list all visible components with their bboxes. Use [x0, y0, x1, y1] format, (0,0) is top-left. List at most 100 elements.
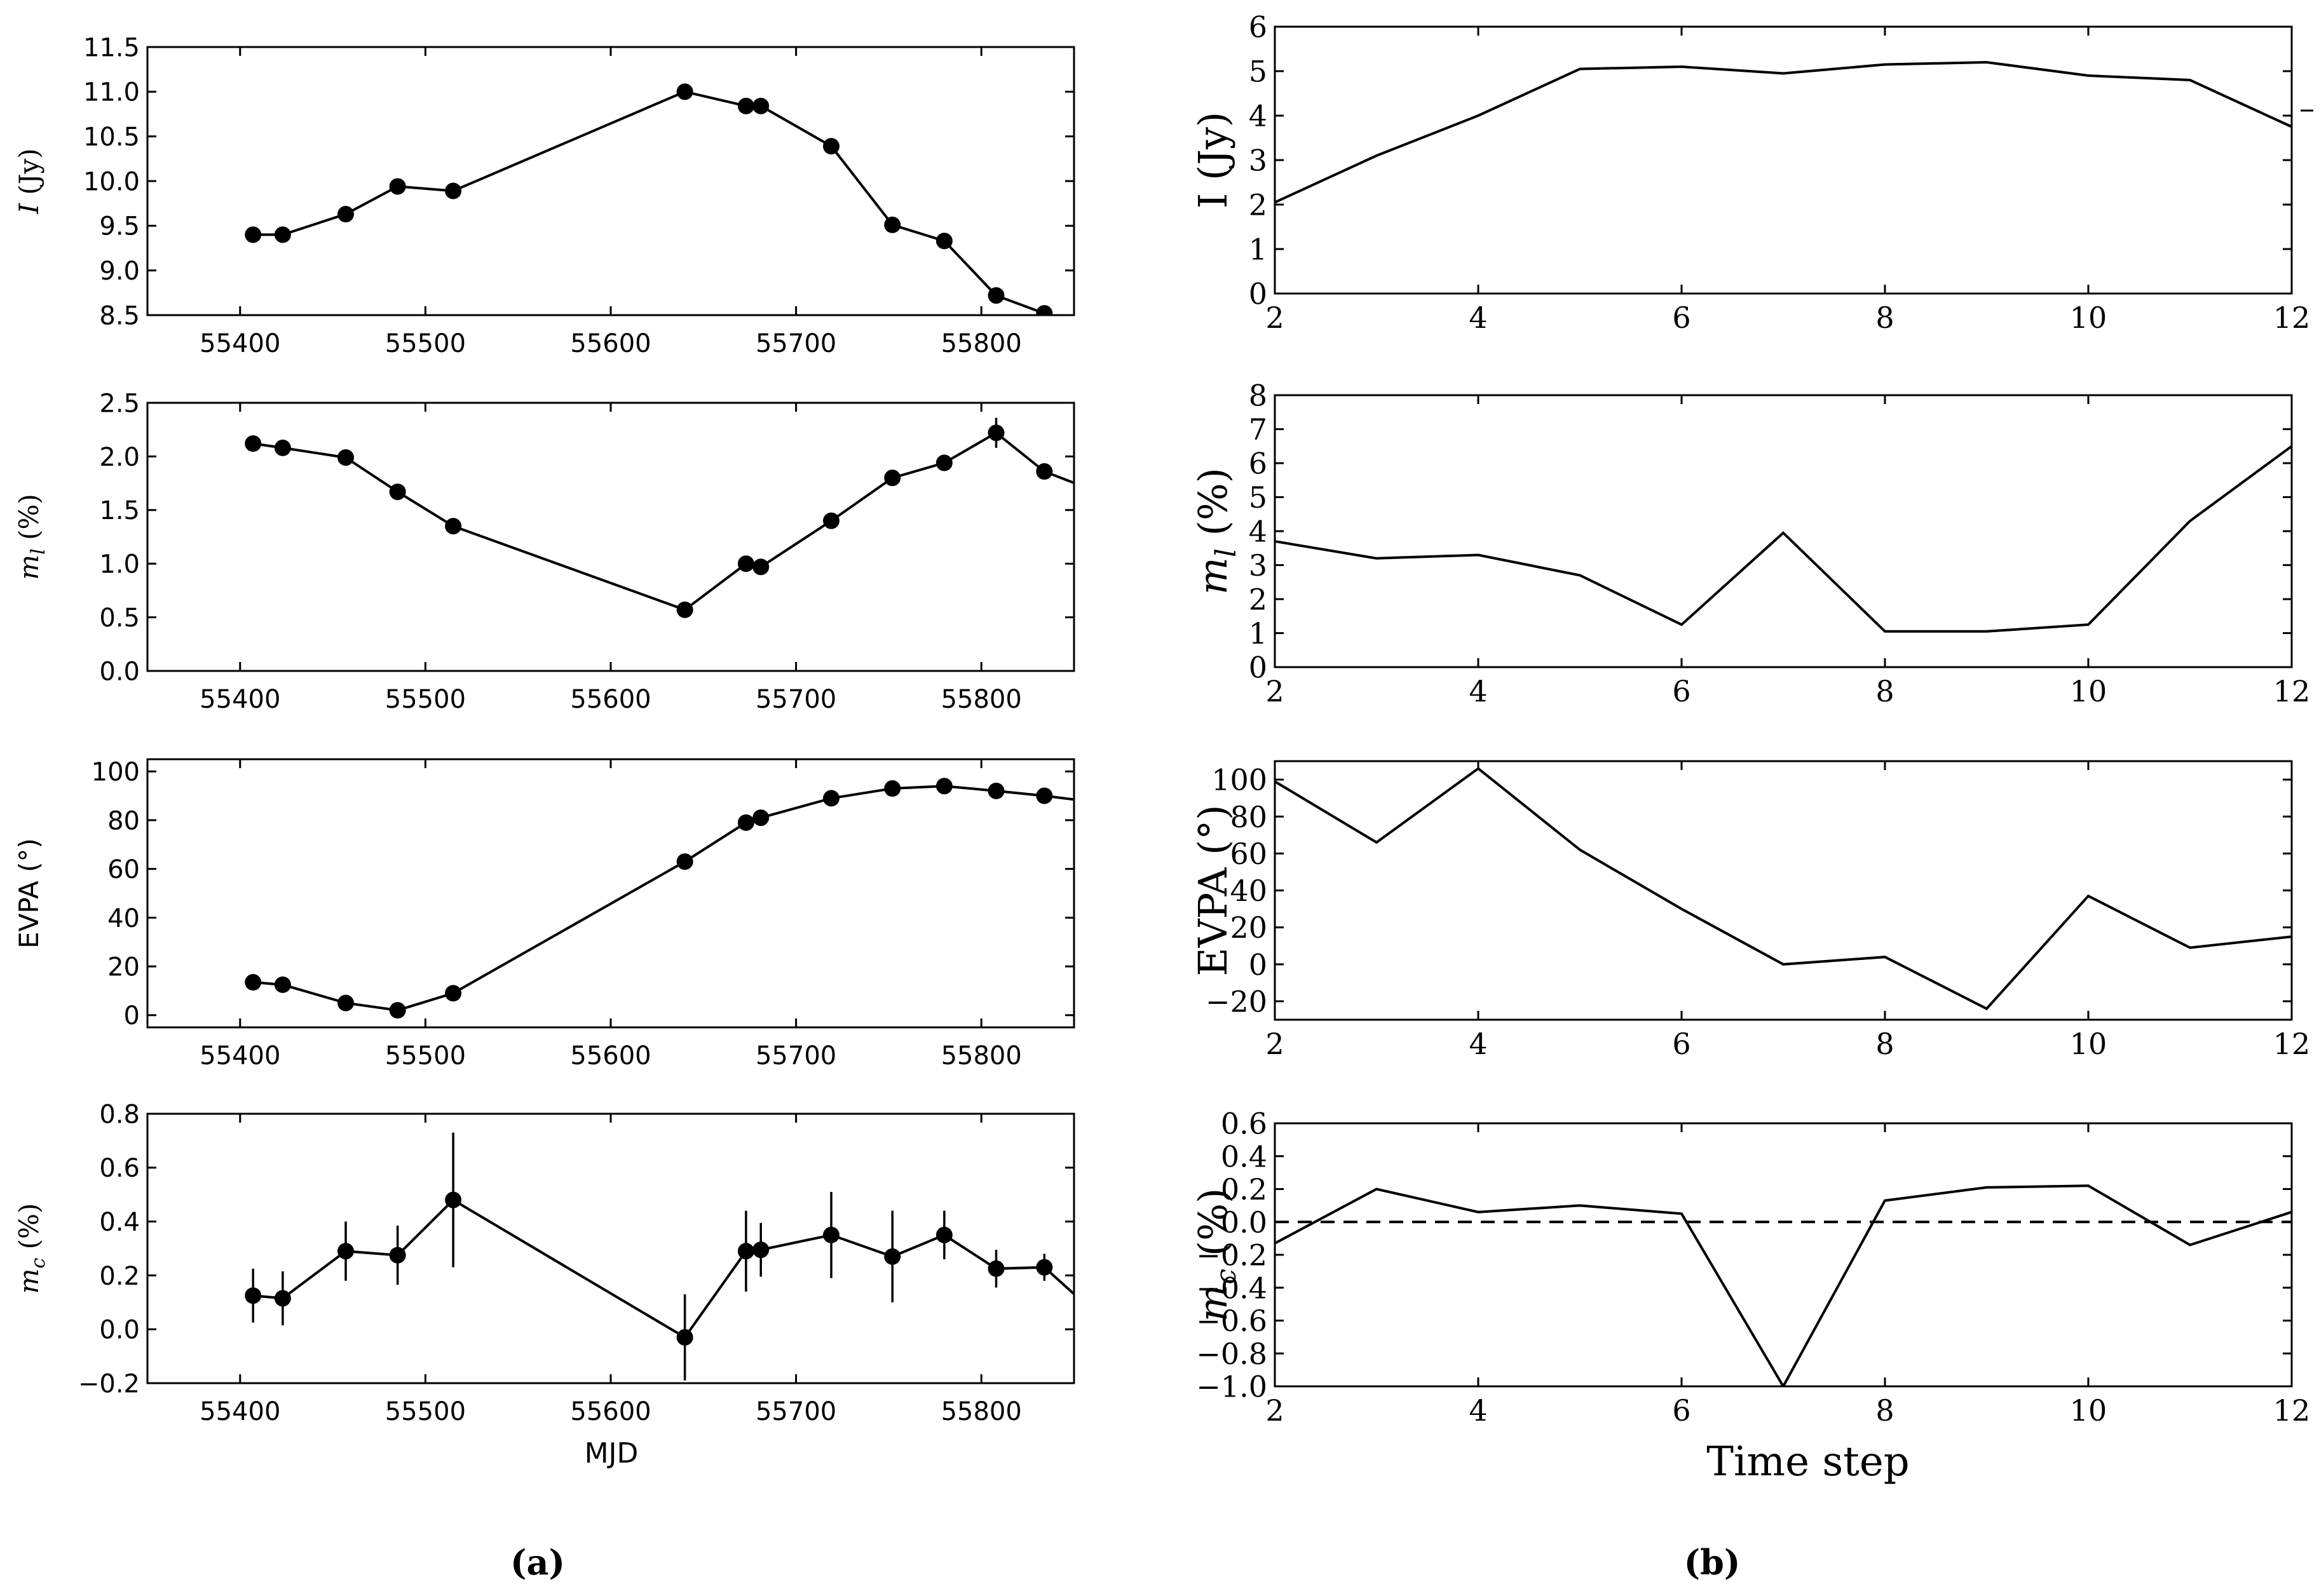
x-tick-label: 2 — [1265, 1027, 1284, 1061]
y-tick-label: 6 — [1249, 10, 1267, 44]
chart-a4: 55400 55500 55600 55700 55800 −0.2 0.0 0.2 0.4 0.… — [13, 1100, 1075, 1426]
caption-b: (b) — [1684, 1542, 1741, 1583]
y-tick-label: 4 — [1249, 515, 1267, 549]
x-tick-label: 10 — [2070, 301, 2107, 335]
data-point — [337, 449, 355, 466]
caption-a: (a) — [510, 1542, 565, 1583]
y-tick-label: 0.0 — [99, 1316, 140, 1345]
data-point — [389, 178, 406, 195]
data-point — [935, 778, 953, 795]
x-tick-label: 55600 — [570, 1397, 651, 1426]
x-tick-label: 12 — [2273, 674, 2311, 708]
x-tick-label: 55800 — [941, 685, 1022, 714]
y-tick-label: 3 — [1249, 144, 1267, 178]
y-tick-label: 0.8 — [99, 1100, 140, 1129]
data-point — [676, 853, 693, 870]
y-tick-label: 0.2 — [1221, 1172, 1267, 1207]
x-tick-label: 55500 — [385, 685, 466, 714]
plots: 55400 55500 55600 55700 558008.59.09.510.010… — [13, 10, 2313, 1428]
y-tick-label: 1 — [1249, 616, 1267, 651]
x-tick-label: 55800 — [941, 1041, 1022, 1071]
y-tick-label: 0.2 — [99, 1262, 140, 1291]
data-point — [935, 1226, 953, 1243]
y-tick-label: 0 — [1249, 947, 1267, 982]
x-tick-label: 4 — [1469, 301, 1487, 335]
chart-a3: 55400 55500 55600 55700 55800 0 20 40 60 80 100 EVP… — [13, 758, 1092, 1071]
data-point — [752, 809, 770, 827]
y-tick-label: 40 — [1230, 874, 1267, 908]
data-point — [389, 1002, 406, 1019]
axes-frame — [146, 1112, 1075, 1384]
x-tick-label: 55400 — [200, 685, 280, 714]
data-point — [676, 601, 693, 618]
data-point — [884, 216, 901, 233]
y-tick-label: 5 — [1249, 480, 1267, 515]
y-tick-label: 5 — [1249, 55, 1267, 89]
x-tick-label: 55800 — [941, 329, 1022, 358]
y-tick-label: 60 — [1230, 837, 1267, 871]
y-tick-label: 0.4 — [1221, 1139, 1267, 1173]
x-tick-label: 6 — [1672, 674, 1690, 708]
y-tick-label: 2.0 — [99, 443, 140, 472]
x-tick-label: 55500 — [385, 1397, 466, 1426]
x-tick-label: 55400 — [200, 329, 280, 358]
series-line — [1275, 445, 2292, 633]
data-point — [737, 814, 754, 831]
x-tick-label: 10 — [2070, 1393, 2107, 1428]
chart-a1: 55400 55500 55600 55700 55800 8.5 9.0 9.5 10.0 10… — [13, 33, 1075, 358]
data-layer — [245, 778, 1092, 1019]
data-point — [752, 1241, 770, 1259]
x-tick-label: 55400 — [200, 1041, 280, 1071]
x-tick-label: 12 — [2273, 1027, 2311, 1061]
data-point — [823, 512, 840, 529]
x-tick-label: 55800 — [941, 1397, 1022, 1426]
data-point — [1036, 787, 1053, 804]
data-layer — [1275, 767, 2292, 1011]
y-tick-label: 10.5 — [83, 123, 140, 152]
y-axis-label: I (Jy) — [13, 148, 44, 214]
y-tick-label: 100 — [92, 758, 140, 787]
data-point — [1075, 792, 1092, 809]
data-point — [245, 1287, 262, 1304]
data-point — [274, 976, 291, 993]
data-point — [676, 1329, 693, 1346]
data-point — [245, 435, 262, 452]
x-tick-label: 6 — [1672, 1393, 1690, 1428]
y-tick-label: 20 — [107, 952, 140, 982]
x-tick-label: 55700 — [756, 685, 836, 714]
y-tick-label: 6 — [1249, 447, 1267, 481]
x-tick-label: 6 — [1672, 1027, 1690, 1061]
data-point — [245, 974, 262, 991]
data-point — [988, 1260, 1005, 1277]
data-point — [935, 454, 953, 471]
y-tick-label: 9.0 — [99, 257, 140, 286]
series-line — [1275, 767, 2292, 1011]
y-tick-label: 0.0 — [99, 657, 140, 686]
y-tick-label: 100 — [1211, 763, 1267, 797]
chart-a2: 55400 55500 55600 55700 55800 0.0 0.5 1.0 1.5 2.0… — [13, 389, 1075, 714]
data-layer — [245, 417, 1074, 618]
data-point — [884, 470, 901, 487]
y-tick-label: 4 — [1249, 99, 1267, 133]
y-tick-label: −0.2 — [78, 1369, 140, 1398]
y-tick-label: 0.6 — [99, 1154, 140, 1183]
data-point — [884, 780, 901, 797]
axes-frame — [1274, 25, 2293, 295]
x-tick-label: 12 — [2273, 301, 2311, 335]
data-layer — [245, 83, 1053, 315]
data-layer — [1275, 1184, 2292, 1386]
data-layer — [245, 1132, 1074, 1381]
x-tick-label: 8 — [1875, 1027, 1894, 1061]
series-line — [253, 90, 1045, 315]
y-axis-label: ml (%) — [1190, 468, 1242, 595]
x-tick-label: 4 — [1469, 674, 1487, 708]
y-tick-label: 80 — [107, 806, 140, 835]
y-tick-label: 0 — [1249, 277, 1267, 311]
x-tick-label: 8 — [1875, 1393, 1894, 1428]
series-line — [1275, 60, 2292, 204]
x-tick-label: 55600 — [570, 329, 651, 358]
